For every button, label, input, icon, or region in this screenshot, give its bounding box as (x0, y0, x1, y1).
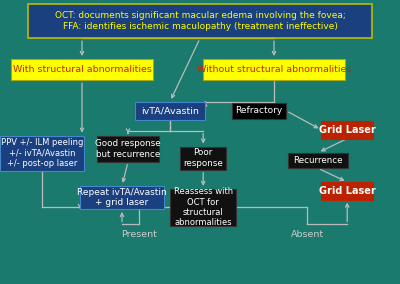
Text: With structural abnormalities: With structural abnormalities (12, 65, 152, 74)
Text: Repeat ivTA/Avastin
+ grid laser: Repeat ivTA/Avastin + grid laser (77, 188, 167, 207)
Text: Poor
response: Poor response (183, 149, 223, 168)
Text: Reassess with
OCT for
structural
abnormalities: Reassess with OCT for structural abnorma… (174, 187, 233, 227)
FancyBboxPatch shape (135, 101, 205, 120)
FancyBboxPatch shape (321, 121, 373, 139)
FancyBboxPatch shape (232, 103, 286, 119)
FancyBboxPatch shape (170, 189, 236, 226)
FancyBboxPatch shape (97, 136, 159, 162)
FancyBboxPatch shape (0, 136, 84, 171)
Text: OCT: documents significant macular edema involving the fovea;
FFA: identifies is: OCT: documents significant macular edema… (55, 11, 345, 31)
Text: Good response
but recurrence: Good response but recurrence (95, 139, 161, 159)
FancyBboxPatch shape (321, 182, 373, 200)
Text: Without structural abnormalities: Without structural abnormalities (197, 65, 351, 74)
FancyBboxPatch shape (288, 153, 348, 168)
FancyBboxPatch shape (203, 59, 345, 80)
Text: Grid Laser: Grid Laser (319, 125, 376, 135)
Text: Refractory: Refractory (236, 106, 283, 115)
Text: Grid Laser: Grid Laser (319, 186, 376, 196)
FancyBboxPatch shape (80, 186, 164, 209)
FancyBboxPatch shape (180, 147, 226, 170)
Text: ivTA/Avastin: ivTA/Avastin (141, 106, 199, 115)
Text: PPV +/- ILM peeling
+/- ivTA/Avastin
+/- post-op laser: PPV +/- ILM peeling +/- ivTA/Avastin +/-… (1, 139, 83, 168)
Text: Absent: Absent (291, 230, 324, 239)
FancyBboxPatch shape (28, 4, 372, 38)
Text: Recurrence: Recurrence (293, 156, 343, 165)
FancyBboxPatch shape (11, 59, 153, 80)
Text: Present: Present (121, 230, 157, 239)
